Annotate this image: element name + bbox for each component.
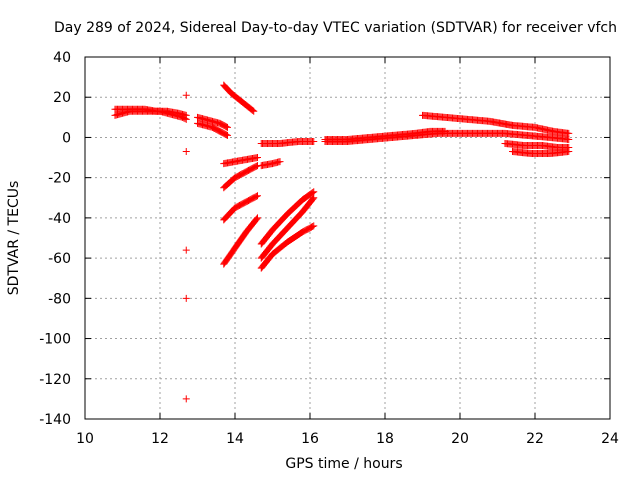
data-point: [310, 188, 318, 196]
y-tick-label: -60: [48, 251, 71, 267]
data-point: [182, 148, 190, 156]
data-point: [310, 222, 318, 230]
data-point: [254, 154, 261, 162]
data-point: [224, 131, 231, 139]
x-tick-label: 14: [226, 431, 244, 447]
x-tick-label: 22: [526, 431, 544, 447]
y-tick-label: 0: [62, 130, 71, 146]
data-point: [182, 246, 190, 254]
x-tick-label: 16: [301, 431, 319, 447]
data-point: [252, 162, 260, 170]
x-tick-label: 20: [451, 431, 469, 447]
y-tick-label: 20: [53, 90, 71, 106]
x-tick-label: 12: [151, 431, 169, 447]
y-tick-label: -40: [48, 211, 71, 227]
data-point: [182, 294, 190, 302]
data-point: [252, 192, 260, 200]
y-tick-label: -100: [39, 332, 71, 348]
chart-title: Day 289 of 2024, Sidereal Day-to-day VTE…: [54, 20, 618, 36]
data-point: [310, 194, 318, 202]
data-point: [309, 188, 317, 196]
data-point: [276, 158, 284, 166]
x-tick-label: 24: [601, 431, 619, 447]
data-point: [310, 137, 318, 145]
data-point: [254, 162, 261, 170]
data-point: [224, 123, 231, 131]
data-point: [309, 195, 317, 203]
y-tick-label: -120: [39, 372, 71, 388]
data-point: [222, 131, 230, 139]
data-point: [309, 223, 317, 231]
x-tick-label: 18: [376, 431, 394, 447]
data-point: [182, 91, 190, 99]
data-point: [254, 192, 261, 200]
data-point: [249, 107, 257, 115]
data-point: [441, 127, 449, 135]
data-point: [254, 214, 261, 222]
data-point: [222, 123, 230, 131]
y-tick-label: -140: [39, 412, 71, 428]
data-point: [182, 111, 190, 119]
y-tick-label: -20: [48, 171, 71, 187]
data-point: [565, 129, 573, 137]
data-point: [565, 135, 573, 143]
plot-frame: [84, 56, 611, 420]
y-tick-label: -80: [48, 291, 71, 307]
data-point: [182, 395, 190, 403]
x-tick-label: 10: [76, 431, 94, 447]
data-point: [253, 215, 261, 223]
y-axis-label: SDTVAR / TECUs: [6, 180, 22, 296]
data-point: [565, 148, 573, 156]
x-axis-label: GPS time / hours: [285, 456, 403, 472]
data-point: [250, 107, 258, 115]
y-tick-label: 40: [53, 50, 71, 66]
